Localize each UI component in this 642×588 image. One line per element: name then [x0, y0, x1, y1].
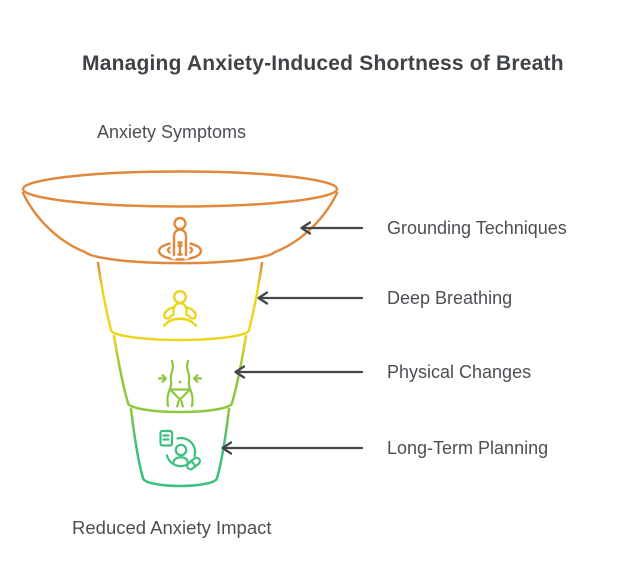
level-label-long-term-planning: Long-Term Planning [387, 438, 549, 458]
connector-arrows [221, 221, 364, 455]
funnel-section-physical [112, 334, 248, 414]
funnel-bottom-label: Reduced Anxiety Impact [72, 517, 272, 538]
funnel-arc [83, 250, 277, 265]
arrowhead-icon [300, 221, 312, 235]
arrow-deep-breathing [257, 291, 364, 305]
arrow-physical-changes [234, 365, 364, 379]
funnel-side [112, 334, 130, 405]
arrow-long-term-planning [221, 441, 364, 455]
funnel-side [96, 261, 113, 332]
funnel-rim [21, 170, 339, 208]
grounding-person-icon [157, 216, 203, 261]
funnel-arc [109, 328, 251, 342]
care-plan-icon [159, 429, 201, 471]
funnel-side [21, 191, 87, 254]
meditation-person-icon [162, 290, 198, 327]
funnel-side [129, 407, 145, 480]
funnel-arc [141, 476, 219, 488]
funnel-side [215, 407, 231, 480]
arrowhead-icon [234, 365, 246, 379]
waist-slim-icon [157, 359, 203, 408]
arrowhead-icon [221, 441, 233, 455]
arrow-grounding-techniques [300, 221, 364, 235]
funnel-section-breathing [96, 261, 264, 342]
funnel-side [247, 261, 264, 332]
funnel-section-planning [129, 407, 231, 488]
level-label-grounding-techniques: Grounding Techniques [387, 218, 567, 238]
page-title: Managing Anxiety-Induced Shortness of Br… [82, 52, 564, 75]
funnel-top-label: Anxiety Symptoms [97, 122, 247, 142]
arrowhead-icon [257, 291, 269, 305]
funnel-arc [126, 401, 234, 414]
level-label-deep-breathing: Deep Breathing [387, 288, 513, 308]
level-label-physical-changes: Physical Changes [387, 362, 532, 382]
